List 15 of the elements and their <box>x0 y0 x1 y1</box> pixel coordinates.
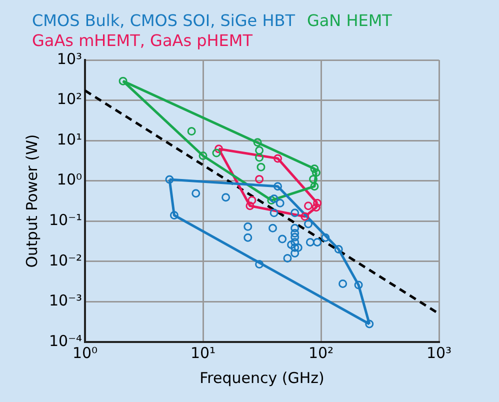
x-axis-title: Frequency (GHz) <box>200 368 324 387</box>
y-tick-label: 10⁻³ <box>48 292 82 310</box>
y-tick-label: 10⁻¹ <box>48 211 82 230</box>
text: CMOS Bulk, CMOS SOI, SiGe HBT <box>32 11 296 30</box>
y-tick-label: 10⁰ <box>56 170 82 189</box>
x-tick-label: 10² <box>308 344 334 362</box>
x-tick-label: 10³ <box>426 344 452 362</box>
y-tick-label: 10⁻² <box>48 251 82 270</box>
text: GaN HEMT <box>306 11 392 30</box>
y-tick-label: 10¹ <box>56 130 82 148</box>
y-tick-label: 10³ <box>56 50 82 68</box>
text: GaAs mHEMT, GaAs pHEMT <box>32 31 253 50</box>
y-axis-title: Output Power (W) <box>22 134 41 268</box>
x-tick-label: 10¹ <box>190 344 216 362</box>
y-tick-label: 10² <box>56 90 82 108</box>
